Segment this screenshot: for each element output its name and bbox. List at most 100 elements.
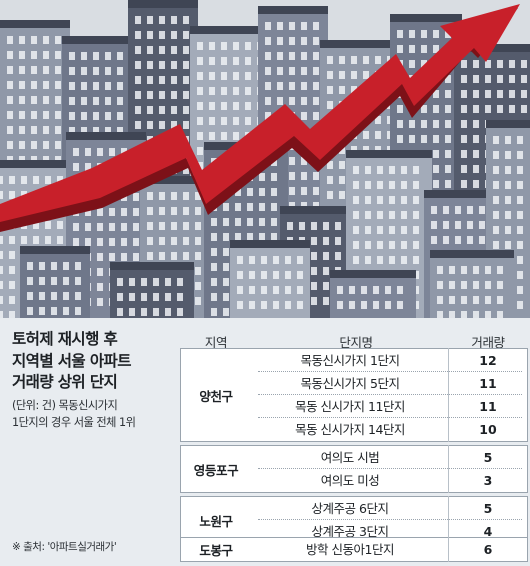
building-window (443, 221, 449, 229)
building-window (455, 236, 461, 244)
building-window (421, 120, 427, 128)
building-window (437, 281, 443, 289)
building-window (289, 157, 295, 165)
building-window (27, 292, 33, 300)
building-window (43, 126, 49, 134)
building-window (289, 37, 295, 45)
building-window (81, 112, 87, 120)
building-window (105, 82, 111, 90)
building-window (19, 141, 25, 149)
building-window (377, 166, 383, 174)
building-window (43, 66, 49, 74)
building-window (297, 271, 303, 279)
building-window (171, 252, 177, 260)
building-window (493, 211, 499, 219)
building-window (7, 126, 13, 134)
building-window (211, 293, 217, 301)
building-window (431, 236, 437, 244)
building-window (211, 278, 217, 286)
building-window (461, 120, 467, 128)
building-window (433, 90, 439, 98)
building-window (9, 296, 15, 304)
building-window (159, 76, 165, 84)
building-window (497, 311, 503, 318)
building-window (485, 281, 491, 289)
volume-value: 4 (483, 524, 493, 539)
building-window (141, 293, 147, 301)
building-window (365, 241, 371, 249)
building-window (147, 76, 153, 84)
building-window (9, 266, 15, 274)
building-window (235, 218, 241, 226)
column-divider (448, 537, 449, 562)
building-window (401, 166, 407, 174)
building-window (433, 180, 439, 188)
building-window (323, 297, 329, 305)
building-window (171, 207, 177, 215)
building-window (449, 311, 455, 318)
building-window (221, 132, 227, 140)
building-window (153, 278, 159, 286)
building-window (485, 266, 491, 274)
building-window (313, 52, 319, 60)
building-window (183, 76, 189, 84)
building-window (497, 296, 503, 304)
building-window (81, 97, 87, 105)
building-window (311, 297, 317, 305)
building-window (433, 150, 439, 158)
building-window (57, 236, 63, 244)
building-window (97, 298, 103, 306)
building-window (493, 196, 499, 204)
building-window (301, 22, 307, 30)
building-window (431, 206, 437, 214)
building-window (397, 120, 403, 128)
building-window (81, 127, 87, 135)
building-window (473, 266, 479, 274)
building-roof (486, 120, 530, 128)
building-window (183, 61, 189, 69)
building-window (147, 91, 153, 99)
building-window (85, 148, 91, 156)
building-window (413, 226, 419, 234)
building-window (297, 256, 303, 264)
building-window (311, 237, 317, 245)
building-window (21, 176, 27, 184)
building-window (0, 176, 3, 184)
building-window (401, 241, 407, 249)
building-window (69, 82, 75, 90)
group-box (180, 445, 528, 493)
building-window (237, 256, 243, 264)
building-roof (0, 160, 74, 168)
building-window (273, 256, 279, 264)
building-window (473, 75, 479, 83)
building-window (339, 176, 345, 184)
building-window (473, 296, 479, 304)
building-window (221, 57, 227, 65)
building-window (377, 211, 383, 219)
building-window (245, 72, 251, 80)
building-window (473, 105, 479, 113)
building-window (85, 208, 91, 216)
building-window (373, 286, 379, 294)
building-window (9, 251, 15, 259)
building-window (129, 308, 135, 316)
building-window (421, 45, 427, 53)
building-window (485, 90, 491, 98)
building-window (135, 16, 141, 24)
volume-value: 11 (479, 376, 497, 391)
building-window (31, 141, 37, 149)
building-window (117, 82, 123, 90)
building-window (121, 208, 127, 216)
building-window (183, 16, 189, 24)
building-window (373, 301, 379, 309)
apartment-building (230, 240, 310, 318)
complex-name: 상계주공 3단지 (311, 524, 389, 539)
building-window (233, 132, 239, 140)
complex-name: 목동 신시가지 14단지 (295, 422, 405, 437)
building-window (397, 30, 403, 38)
building-window (277, 82, 283, 90)
building-window (479, 206, 485, 214)
column-divider (448, 445, 449, 493)
info-panel: 토허제 재시행 후 지역별 서울 아파트 거래량 상위 단지 (단위: 건) 목… (0, 318, 530, 566)
building-window (509, 75, 515, 83)
